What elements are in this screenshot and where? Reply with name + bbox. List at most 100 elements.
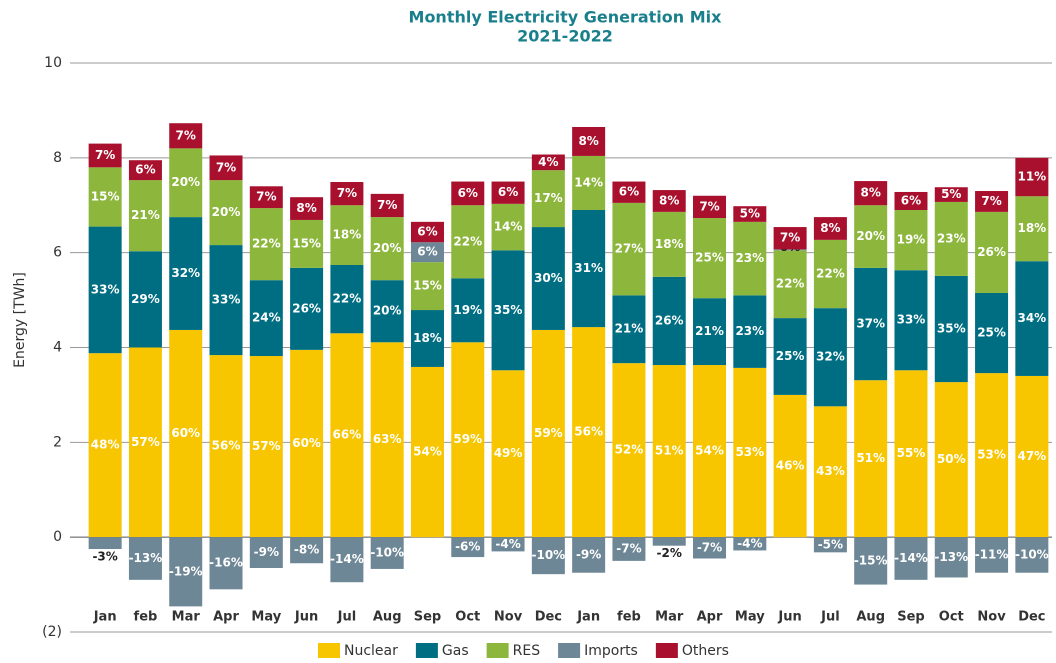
data-label: 22%: [333, 292, 362, 306]
bar-segment: [209, 155, 243, 181]
data-label: -13%: [934, 550, 968, 564]
data-label: 8%: [659, 193, 679, 207]
legend-swatch: [486, 643, 509, 658]
data-label: 7%: [256, 190, 276, 204]
data-label: 24%: [252, 311, 281, 325]
bar-segment: [854, 537, 888, 585]
bar-segment: [128, 347, 162, 538]
bar-segment: [813, 537, 847, 553]
bar-segment: [370, 193, 404, 218]
data-label: 18%: [413, 331, 442, 345]
bar-segment: [209, 537, 243, 590]
data-label: -14%: [894, 551, 928, 565]
data-label: 6%: [458, 186, 478, 200]
bar-segment: [370, 217, 404, 281]
bar-segment: [531, 329, 565, 538]
y-tick-label: 10: [44, 55, 62, 71]
y-tick-label: (2): [42, 624, 62, 640]
data-label: 57%: [252, 439, 281, 453]
bar-segment: [733, 537, 767, 551]
bar-segment: [693, 537, 727, 559]
data-label: 33%: [91, 282, 120, 296]
data-label: 5%: [740, 207, 760, 221]
bar-segment: [410, 262, 444, 311]
data-label: -3%: [92, 550, 117, 564]
bar-segment: [491, 537, 525, 552]
x-tick-label: Oct: [939, 610, 964, 625]
x-tick-label: feb: [617, 610, 641, 625]
bar-segment: [693, 298, 727, 366]
x-tick-label: May: [251, 610, 281, 625]
bar-segment: [612, 202, 646, 296]
data-label: -5%: [818, 537, 843, 551]
bar-segment: [169, 148, 203, 218]
bar-segment: [531, 227, 565, 330]
data-label: 17%: [534, 191, 563, 205]
bar-segment: [693, 218, 727, 299]
data-label: 29%: [131, 292, 160, 306]
x-tick-label: Jan: [93, 610, 117, 625]
data-label: 18%: [1017, 221, 1046, 235]
data-label: 23%: [735, 324, 764, 338]
x-tick-label: Jun: [777, 610, 801, 625]
bar-segment: [531, 154, 565, 171]
bar-segment: [249, 537, 283, 568]
bar-segment: [451, 205, 485, 279]
bar-segment: [169, 123, 203, 149]
legend-label: Nuclear: [344, 643, 398, 659]
y-tick-label: 0: [53, 529, 62, 545]
data-label: -14%: [330, 552, 364, 566]
bar-segment: [854, 380, 888, 538]
legend-swatch: [318, 643, 340, 658]
data-label: 33%: [897, 313, 926, 327]
data-label: 6%: [498, 185, 518, 199]
bar-segment: [290, 219, 324, 268]
bar-segment: [894, 270, 928, 371]
data-label: 34%: [1017, 311, 1046, 325]
data-label: 6%: [619, 185, 639, 199]
x-tick-label: Aug: [856, 610, 885, 625]
data-label: -11%: [975, 547, 1009, 561]
bar-segment: [975, 373, 1009, 538]
bar-segment: [169, 537, 203, 607]
chart-title: Monthly Electricity Generation Mix: [409, 8, 723, 27]
data-label: -2%: [657, 546, 682, 560]
data-label: 54%: [413, 445, 442, 459]
x-tick-label: Apr: [213, 610, 239, 625]
x-tick-label: Mar: [172, 610, 201, 625]
bar-segment: [330, 333, 364, 538]
bar-segment: [773, 250, 807, 319]
data-label: 51%: [856, 451, 885, 465]
bar-segment: [370, 280, 404, 343]
data-label: 30%: [534, 271, 563, 285]
data-label: -10%: [1015, 547, 1049, 561]
bar-segment: [290, 349, 324, 538]
data-label: 23%: [937, 231, 966, 245]
bar-segment: [572, 327, 606, 538]
bar-segment: [249, 186, 283, 209]
data-label: 23%: [735, 251, 764, 265]
bar-segment: [209, 355, 243, 538]
bar-segment: [975, 211, 1009, 293]
bar-segment: [370, 537, 404, 569]
bar-segment: [652, 190, 686, 212]
bar-segment: [773, 227, 807, 250]
data-label: 51%: [655, 444, 684, 458]
legend-swatch: [655, 643, 678, 658]
data-label: 15%: [292, 236, 321, 250]
bar-segment: [491, 181, 525, 204]
bar-segment: [290, 267, 324, 350]
bar-segment: [813, 239, 847, 309]
bar-segment: [975, 537, 1009, 573]
data-label: 6%: [135, 163, 155, 177]
x-tick-label: Sep: [414, 610, 442, 625]
bar-segment: [652, 365, 686, 538]
x-tick-label: Mar: [655, 610, 684, 625]
bar-segment: [733, 221, 767, 296]
x-tick-label: Apr: [697, 610, 723, 625]
data-label: -16%: [209, 556, 243, 570]
x-tick-label: Sep: [897, 610, 925, 625]
bar-segment: [733, 206, 767, 222]
bar-segment: [813, 308, 847, 407]
data-label: 15%: [413, 279, 442, 293]
